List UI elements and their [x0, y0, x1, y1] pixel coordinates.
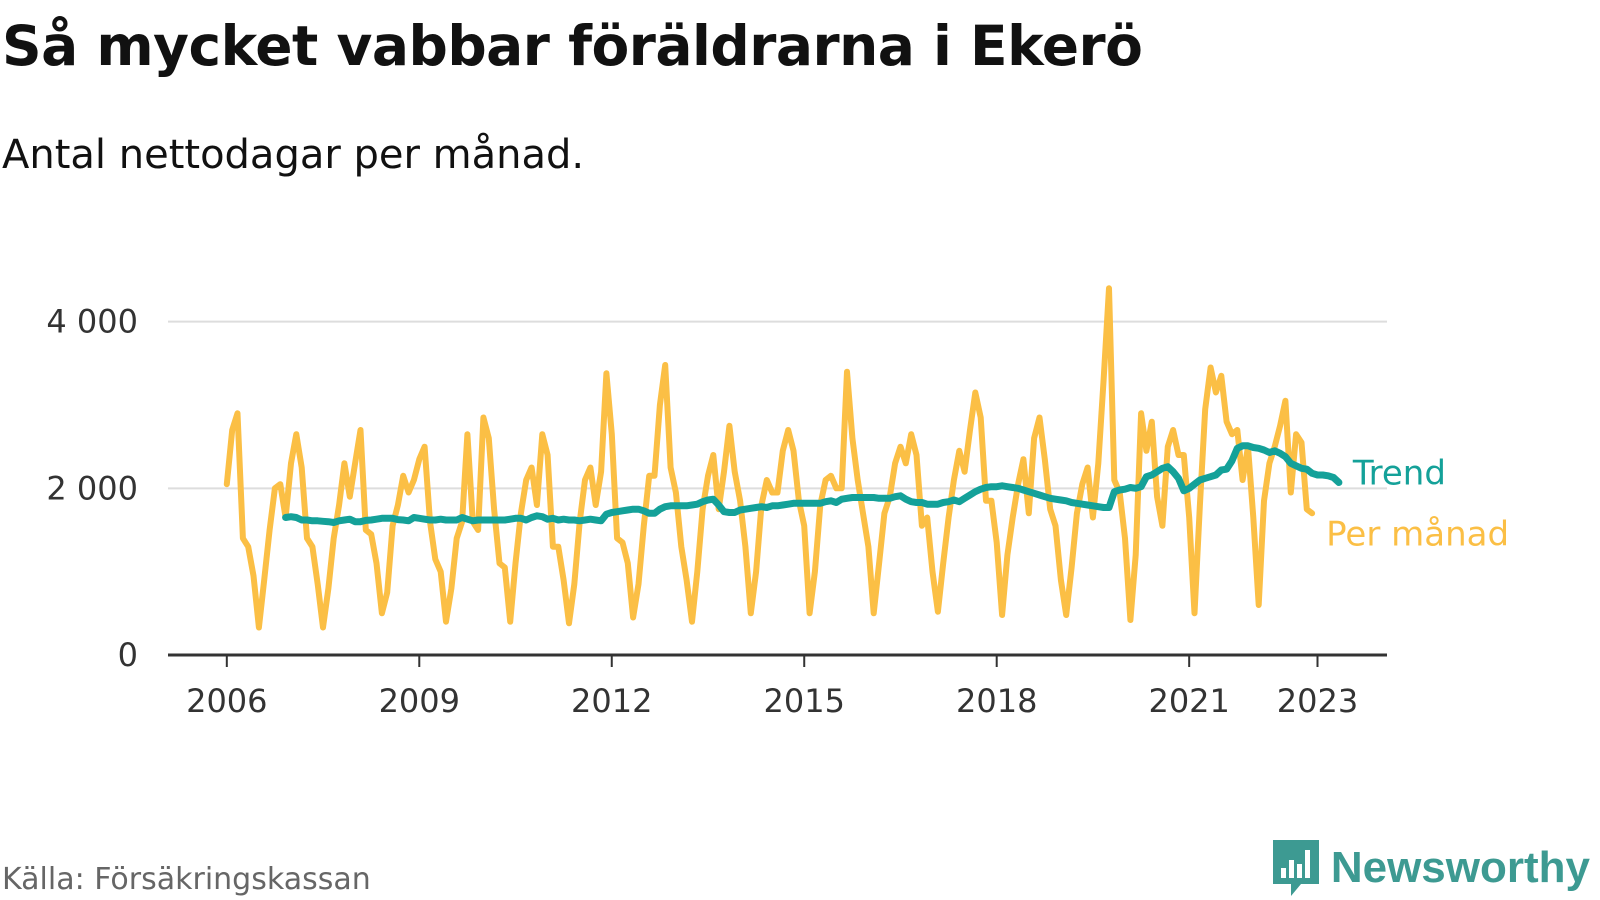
x-tick-label: 2009 [379, 682, 460, 720]
y-tick-label: 2 000 [46, 469, 138, 507]
series-line-trend [282, 442, 1343, 526]
x-tick-label: 2021 [1148, 682, 1229, 720]
y-tick-label: 4 000 [46, 303, 138, 341]
series-label-trend: Trend [1352, 454, 1446, 494]
series-labels: Per månad Trend [1326, 454, 1509, 555]
source-note: Källa: Försäkringskassan [2, 862, 371, 897]
brand-logo: Newsworthy [1271, 838, 1590, 898]
series-label-per-m-nad: Per månad [1326, 514, 1509, 554]
chart-subtitle: Antal nettodagar per månad. [2, 132, 585, 178]
newsworthy-logo-icon [1272, 840, 1319, 896]
series-lines [223, 285, 1343, 631]
series-line-per-m-nad [223, 285, 1316, 631]
y-axis-ticks: 0 2 000 4 000 [46, 303, 138, 674]
chart-title: Så mycket vabbar föräldrarna i Ekerö [2, 14, 1143, 78]
x-tick-label: 2018 [956, 682, 1037, 720]
x-tick-label: 2023 [1277, 682, 1358, 720]
brand-name: Newsworthy [1330, 843, 1590, 892]
x-tick-label: 2015 [764, 682, 845, 720]
x-tick-label: 2012 [571, 682, 652, 720]
y-tick-label: 0 [118, 636, 138, 674]
x-tick-label: 2006 [186, 682, 267, 720]
x-axis-ticks: 2006 2009 2012 2015 2018 2021 2023 [186, 655, 1358, 720]
